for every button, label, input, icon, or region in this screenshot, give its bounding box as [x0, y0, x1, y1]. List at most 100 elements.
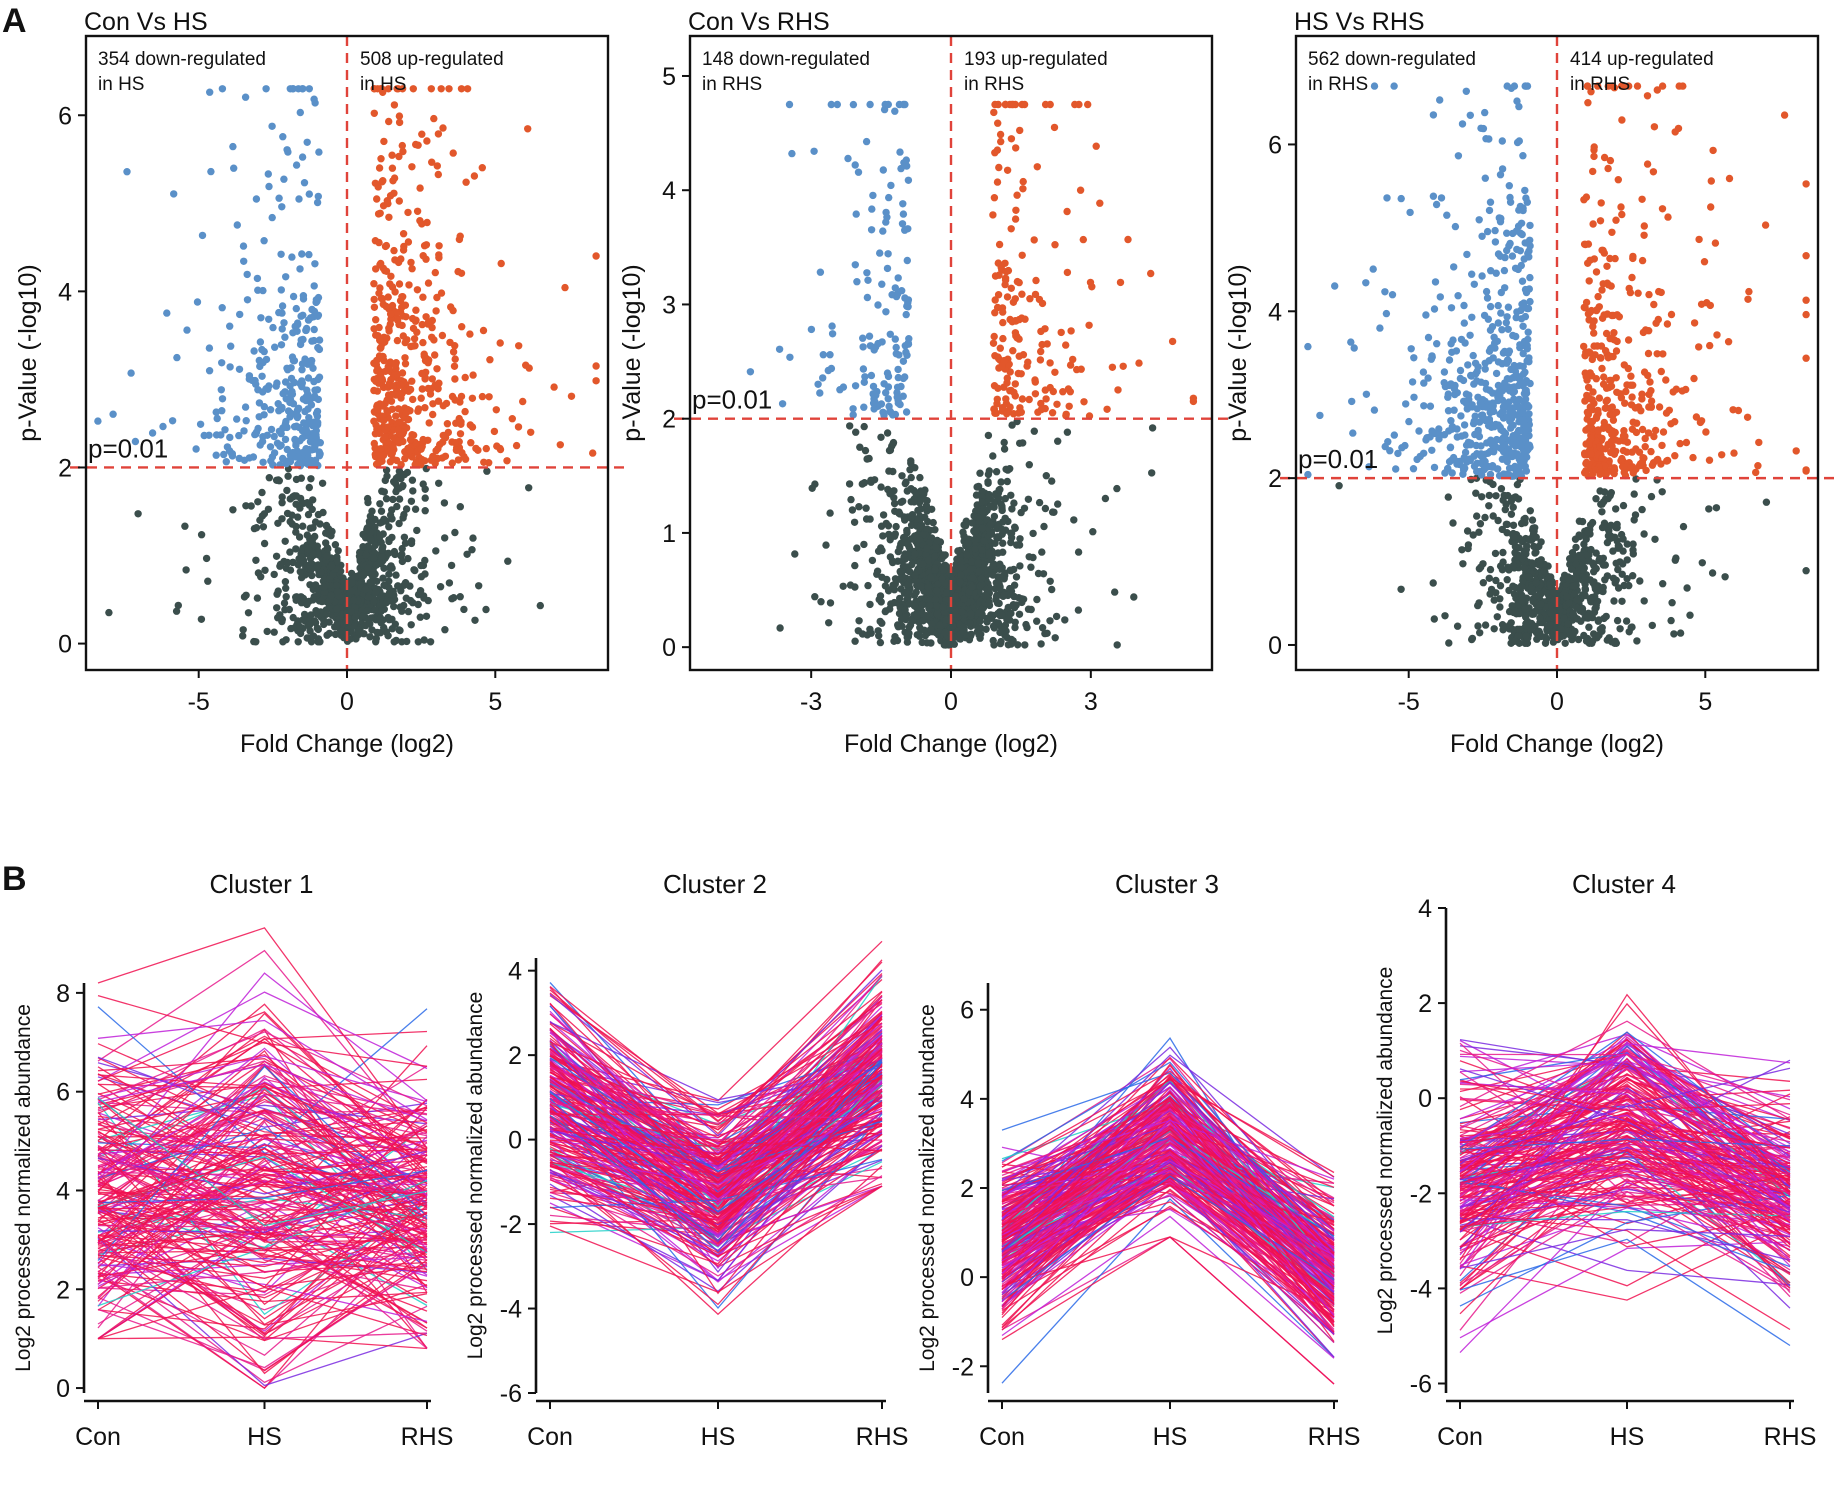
p3-point-down	[1462, 87, 1471, 96]
p1-point-up	[401, 301, 410, 309]
p2-ytick-label: 2	[662, 406, 676, 434]
p2-point-ns	[873, 567, 882, 575]
p2-point-ns	[866, 625, 874, 633]
p2-xtick-label: 0	[944, 688, 958, 716]
p3-point-ns	[1476, 629, 1484, 637]
p1-point-up	[455, 235, 464, 244]
p2-point-ns	[1113, 484, 1121, 493]
p2-point-down	[851, 261, 859, 269]
p2-point-ns	[1035, 498, 1044, 507]
p1-point-up	[589, 449, 597, 457]
p2-point-ns	[973, 483, 981, 491]
p2-point-down	[860, 378, 868, 386]
p2-point-ns	[960, 532, 968, 540]
p1-point-ns	[370, 554, 378, 562]
p3-point-ns	[1511, 607, 1519, 615]
p3-point-down	[1428, 446, 1436, 454]
p2-point-up	[1003, 293, 1012, 301]
p2-point-down	[827, 100, 835, 109]
p2-point-down	[865, 332, 874, 340]
p1-point-up	[478, 392, 487, 401]
p2-point-down	[827, 364, 836, 373]
p2-point-ns	[922, 502, 931, 510]
p2-point-down	[778, 400, 787, 408]
p2-point-ns	[895, 509, 903, 517]
p3-point-ns	[1473, 512, 1481, 520]
p1-point-up	[376, 284, 384, 292]
p1-point-up	[496, 339, 504, 347]
p3-point-ns	[1516, 625, 1524, 633]
p1-point-ns	[284, 472, 292, 480]
p1-point-down	[275, 194, 283, 202]
p1-point-down	[240, 257, 248, 265]
p3-point-down	[1436, 293, 1445, 301]
p1-point-ns	[420, 636, 428, 644]
p2-point-ns	[1004, 641, 1012, 649]
p2-point-ns	[1148, 469, 1156, 477]
p1-point-up	[375, 238, 383, 247]
p1-point-ns	[304, 545, 313, 554]
p2-point-ns	[1013, 541, 1021, 549]
p2-point-down	[876, 249, 884, 257]
p2-point-up	[1065, 402, 1073, 410]
p3-point-down	[1429, 192, 1438, 200]
p1-point-ns	[334, 547, 342, 555]
p2-point-up	[997, 137, 1005, 146]
p1-point-up	[380, 137, 388, 146]
p1-point-up	[404, 415, 413, 424]
p3-point-down	[1304, 342, 1312, 351]
p2-point-up	[989, 339, 998, 347]
p1-point-down	[277, 341, 286, 349]
p2-point-down	[894, 290, 902, 298]
p2-point-ns	[847, 495, 855, 504]
p2-up-annotation-line1: 193 up-regulated	[964, 49, 1108, 70]
p2-point-up	[1003, 410, 1011, 418]
p1-point-up	[395, 118, 404, 127]
p2-point-up	[1001, 100, 1010, 109]
p2-point-up	[1002, 395, 1010, 403]
p1-point-ns	[421, 570, 429, 578]
p1-point-up	[479, 326, 488, 335]
p1-point-up	[409, 395, 417, 404]
p3-point-down	[1456, 366, 1465, 375]
p1-point-ns	[247, 502, 255, 510]
p1-point-ns	[367, 578, 375, 586]
p2-point-down	[816, 389, 824, 397]
p1-point-ns	[240, 593, 249, 601]
p2-point-ns	[902, 611, 910, 620]
p2-point-down	[866, 100, 874, 109]
p2-point-ns	[890, 637, 898, 645]
p3-point-ns	[1397, 585, 1405, 593]
p2-point-ns	[878, 573, 886, 581]
p2-point-up	[1001, 280, 1009, 289]
p1-point-ns	[373, 628, 381, 637]
p1-point-up	[461, 373, 469, 382]
p3-point-ns	[1591, 605, 1599, 613]
p3-point-ns	[1614, 542, 1623, 550]
p1-point-up	[524, 125, 532, 133]
p2-point-ns	[984, 470, 993, 479]
p3-point-ns	[1630, 490, 1638, 498]
p2-point-ns	[891, 580, 899, 588]
p1-point-down	[170, 190, 178, 198]
p3-point-down	[1519, 152, 1527, 160]
p1-point-up	[382, 241, 391, 250]
p1-point-up	[413, 207, 422, 215]
p1-point-ns	[258, 488, 266, 497]
p1-point-ns	[286, 566, 295, 574]
p2-point-up	[1006, 403, 1014, 411]
p1-point-up	[421, 404, 429, 412]
p2-point-down	[903, 302, 911, 310]
p2-point-ns	[933, 602, 941, 610]
p2-ytick-label: 4	[662, 177, 676, 205]
p3-point-ns	[1491, 549, 1500, 558]
p2-point-up	[1037, 405, 1046, 414]
p2-point-down	[746, 368, 755, 376]
p1-point-down	[277, 250, 285, 258]
p3-point-ns	[1580, 631, 1588, 640]
p2-point-up	[993, 178, 1002, 186]
p1-point-ns	[282, 584, 290, 592]
p2-point-ns	[954, 547, 962, 555]
p2-point-ns	[860, 540, 868, 549]
p1-point-down	[127, 369, 135, 377]
